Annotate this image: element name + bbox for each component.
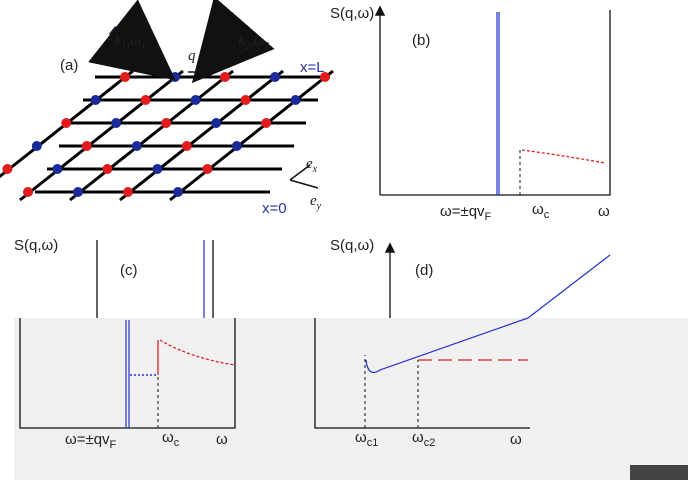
site bbox=[173, 187, 183, 197]
site bbox=[261, 118, 272, 128]
site bbox=[123, 187, 133, 197]
site bbox=[140, 95, 151, 105]
site bbox=[61, 118, 72, 128]
col-line bbox=[169, 69, 334, 202]
site bbox=[90, 95, 101, 105]
k2: k2,ω2 bbox=[238, 33, 269, 52]
site bbox=[23, 187, 33, 197]
site bbox=[102, 164, 113, 174]
x2: ωc bbox=[162, 429, 180, 449]
axes-arrows bbox=[289, 164, 319, 189]
site bbox=[290, 95, 301, 105]
site bbox=[190, 95, 201, 105]
site bbox=[320, 72, 330, 82]
ex: ex bbox=[306, 156, 318, 175]
col-line bbox=[19, 69, 184, 202]
label: (c) bbox=[120, 262, 138, 279]
x1: ω=±qvF bbox=[440, 203, 492, 223]
continuum bbox=[159, 339, 236, 366]
ylabel: S(q,ω) bbox=[330, 237, 374, 254]
frame-top bbox=[96, 240, 214, 318]
curve bbox=[365, 317, 529, 373]
col-line bbox=[69, 69, 234, 202]
site bbox=[81, 141, 92, 151]
dashed bbox=[364, 355, 419, 428]
site bbox=[181, 141, 192, 151]
site bbox=[161, 118, 172, 128]
col-line bbox=[119, 69, 284, 202]
site bbox=[211, 118, 222, 128]
q: q bbox=[188, 48, 196, 64]
arrow-k1 bbox=[88, 0, 176, 81]
label: (b) bbox=[412, 32, 430, 49]
lattice bbox=[0, 69, 334, 202]
site bbox=[52, 164, 63, 174]
x2: ωc bbox=[532, 201, 550, 221]
label: (d) bbox=[415, 262, 433, 279]
site bbox=[120, 72, 130, 82]
ylabel: S(q,ω) bbox=[14, 237, 58, 254]
spike bbox=[125, 320, 130, 428]
x2: ωc2 bbox=[412, 429, 435, 449]
spike bbox=[496, 12, 500, 195]
k1: k1,ω1 bbox=[115, 33, 146, 52]
x-l: x=L bbox=[300, 59, 325, 76]
site bbox=[202, 164, 213, 174]
site bbox=[111, 118, 122, 128]
xlabel: ω bbox=[510, 431, 522, 448]
continuum bbox=[521, 149, 606, 164]
frame bbox=[19, 318, 236, 429]
x-0: x=0 bbox=[262, 200, 287, 217]
site bbox=[131, 141, 142, 151]
site bbox=[270, 72, 280, 82]
x1: ωc1 bbox=[355, 429, 378, 449]
label: (a) bbox=[60, 57, 78, 74]
line-top bbox=[527, 254, 611, 319]
frame bbox=[379, 10, 611, 196]
ylabel: S(q,ω) bbox=[330, 5, 374, 22]
xlabel: ω bbox=[598, 203, 610, 220]
overlay bbox=[14, 318, 688, 480]
site bbox=[2, 164, 13, 174]
frame bbox=[314, 318, 530, 429]
x1: ω=±qvF bbox=[65, 431, 117, 451]
site bbox=[240, 95, 251, 105]
site bbox=[231, 141, 242, 151]
site bbox=[152, 164, 163, 174]
site bbox=[73, 187, 83, 197]
site bbox=[220, 72, 230, 82]
site bbox=[31, 141, 42, 151]
site bbox=[170, 72, 180, 82]
xlabel: ω bbox=[216, 431, 228, 448]
arrow-k2 bbox=[191, 0, 275, 84]
col-line bbox=[0, 69, 134, 179]
ey: ey bbox=[310, 193, 322, 212]
corner-block bbox=[630, 465, 688, 480]
